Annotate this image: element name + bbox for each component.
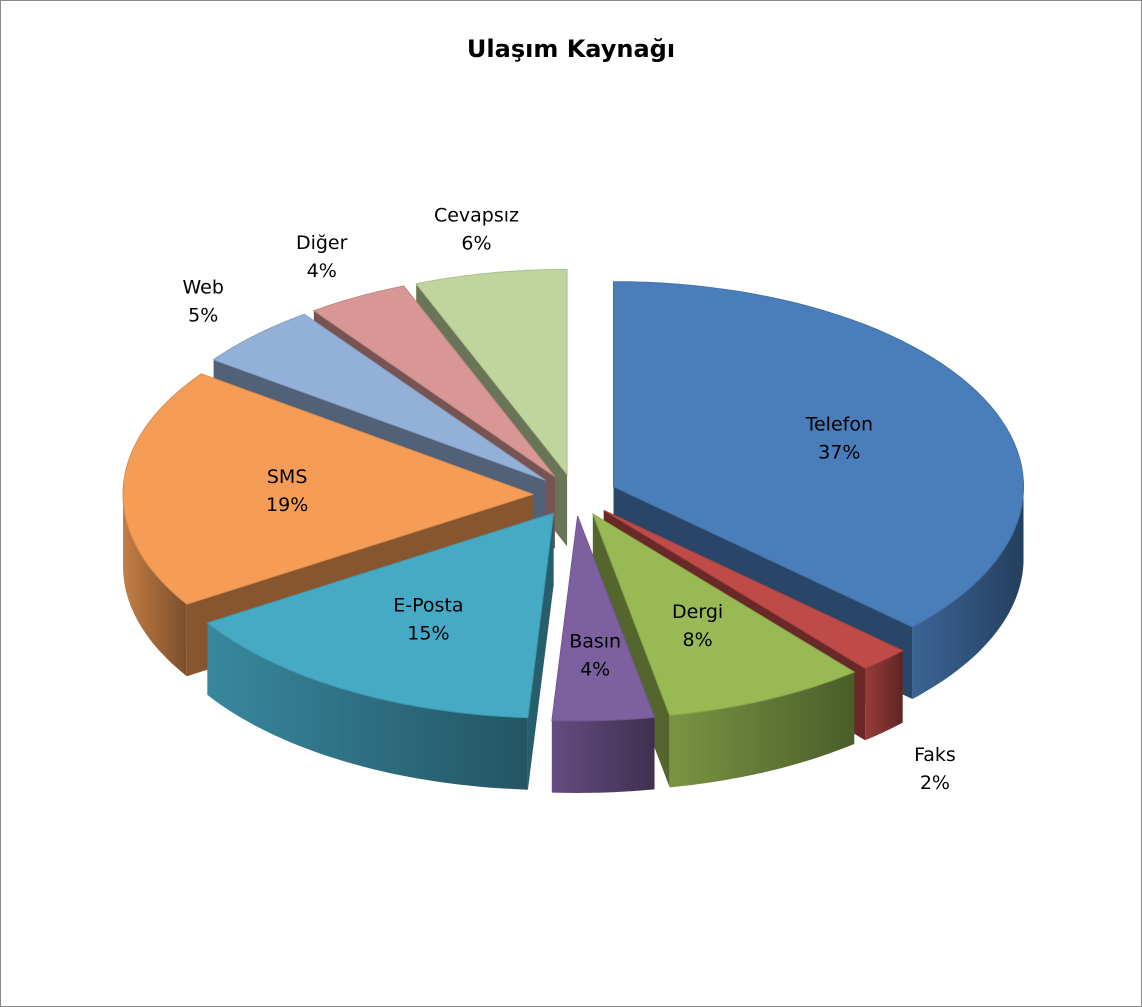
slice-label: Faks xyxy=(914,744,956,766)
slice-value-label: 2% xyxy=(920,772,950,794)
slice-wall xyxy=(123,494,187,677)
slice-value-label: 19% xyxy=(266,494,308,516)
slice-wall xyxy=(551,717,655,793)
slice-top xyxy=(206,512,555,719)
slice-label: Telefon xyxy=(805,413,873,435)
slice-top xyxy=(212,313,546,481)
slice-top xyxy=(122,373,535,605)
slice-value-label: 6% xyxy=(461,232,491,254)
slice-wall xyxy=(912,486,1024,699)
slice-top xyxy=(613,281,1024,628)
slice-wall xyxy=(865,650,903,741)
slice-top xyxy=(603,509,904,669)
slice-label: SMS xyxy=(267,466,308,488)
slice-top xyxy=(591,512,856,716)
slice-value-label: 37% xyxy=(818,441,860,463)
slice-value-label: 5% xyxy=(188,305,218,327)
slice-label: E-Posta xyxy=(393,594,463,616)
slice-value-label: 8% xyxy=(683,629,713,651)
slice-top xyxy=(415,268,568,476)
slice xyxy=(551,515,656,793)
slice-label: Diğer xyxy=(296,232,348,254)
slice-value-label: 15% xyxy=(407,622,449,644)
slice-wall xyxy=(207,622,528,790)
slice-label: Dergi xyxy=(672,601,723,623)
slice xyxy=(591,512,856,788)
slice-side xyxy=(527,513,554,790)
slice-top xyxy=(312,285,556,478)
slice-label: Web xyxy=(182,277,223,299)
slice-label: Cevapsız xyxy=(434,204,519,226)
slice-value-label: 4% xyxy=(580,659,610,681)
slice-label: Basın xyxy=(569,631,621,653)
slice-value-label: 4% xyxy=(307,260,337,282)
chart-title: Ulaşım Kaynağı xyxy=(467,35,675,63)
slice-wall xyxy=(669,672,855,788)
slice xyxy=(206,512,555,790)
slice-top xyxy=(551,515,656,722)
